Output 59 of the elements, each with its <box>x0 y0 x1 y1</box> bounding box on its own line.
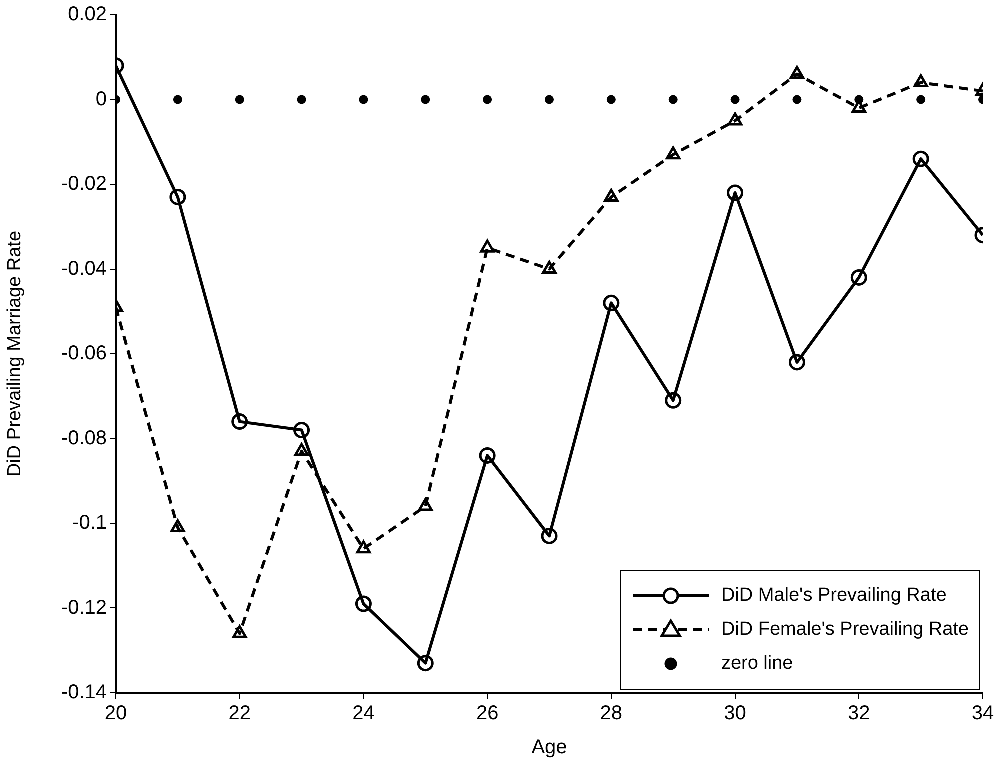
x-tick-label: 26 <box>476 702 499 725</box>
point <box>483 95 492 104</box>
y-tick-label: 0.02 <box>68 4 107 26</box>
y-tick-label: 0 <box>96 88 107 110</box>
point <box>480 240 495 253</box>
y-tick-label: -0.06 <box>61 342 107 365</box>
x-tick-label: 24 <box>352 702 375 725</box>
point <box>916 95 926 104</box>
legend-label: DiD Male's Prevailing Rate <box>721 585 947 607</box>
point <box>790 66 805 80</box>
point <box>668 95 678 104</box>
point <box>170 519 186 532</box>
point <box>788 354 806 371</box>
legend-label: zero line <box>721 653 794 675</box>
point <box>850 269 868 286</box>
y-tick-label: -0.04 <box>61 258 107 280</box>
point <box>604 188 619 202</box>
x-tick-label: 20 <box>104 702 128 725</box>
legend-label: DiD Female's Prevailing Rate <box>721 619 969 641</box>
y-tick-label: -0.08 <box>61 427 107 450</box>
point <box>355 596 372 612</box>
y-tick-label: -0.1 <box>72 512 107 534</box>
x-tick-label: 32 <box>848 702 870 725</box>
point <box>479 447 496 464</box>
point <box>792 95 802 104</box>
y-tick-label: -0.14 <box>61 682 107 704</box>
point <box>727 184 744 202</box>
point <box>912 150 930 168</box>
point <box>359 95 368 104</box>
point <box>603 294 620 312</box>
x-tick-label: 30 <box>724 702 746 725</box>
point <box>728 112 743 126</box>
y-tick-label: -0.12 <box>61 596 107 619</box>
x-axis-title: Age <box>532 736 568 759</box>
point <box>541 528 558 544</box>
y-axis-title: DiD Prevailing Marriage Rate <box>4 230 26 478</box>
point <box>170 188 186 206</box>
point <box>421 95 430 104</box>
point <box>666 146 681 160</box>
point <box>294 422 310 439</box>
x-tick-label: 34 <box>972 702 994 725</box>
x-tick-label: 22 <box>228 702 251 725</box>
point <box>297 95 306 104</box>
point <box>542 261 557 274</box>
point <box>417 655 434 672</box>
point <box>730 95 740 104</box>
point <box>173 95 182 104</box>
point <box>235 95 244 104</box>
point <box>232 625 248 638</box>
point <box>232 414 248 430</box>
point <box>606 95 616 104</box>
point <box>294 443 310 456</box>
x-tick-label: 28 <box>600 702 623 725</box>
point <box>356 540 372 554</box>
point <box>914 74 928 88</box>
point <box>545 95 554 104</box>
y-tick-label: -0.02 <box>61 173 107 196</box>
point <box>418 498 433 512</box>
point <box>665 392 682 409</box>
